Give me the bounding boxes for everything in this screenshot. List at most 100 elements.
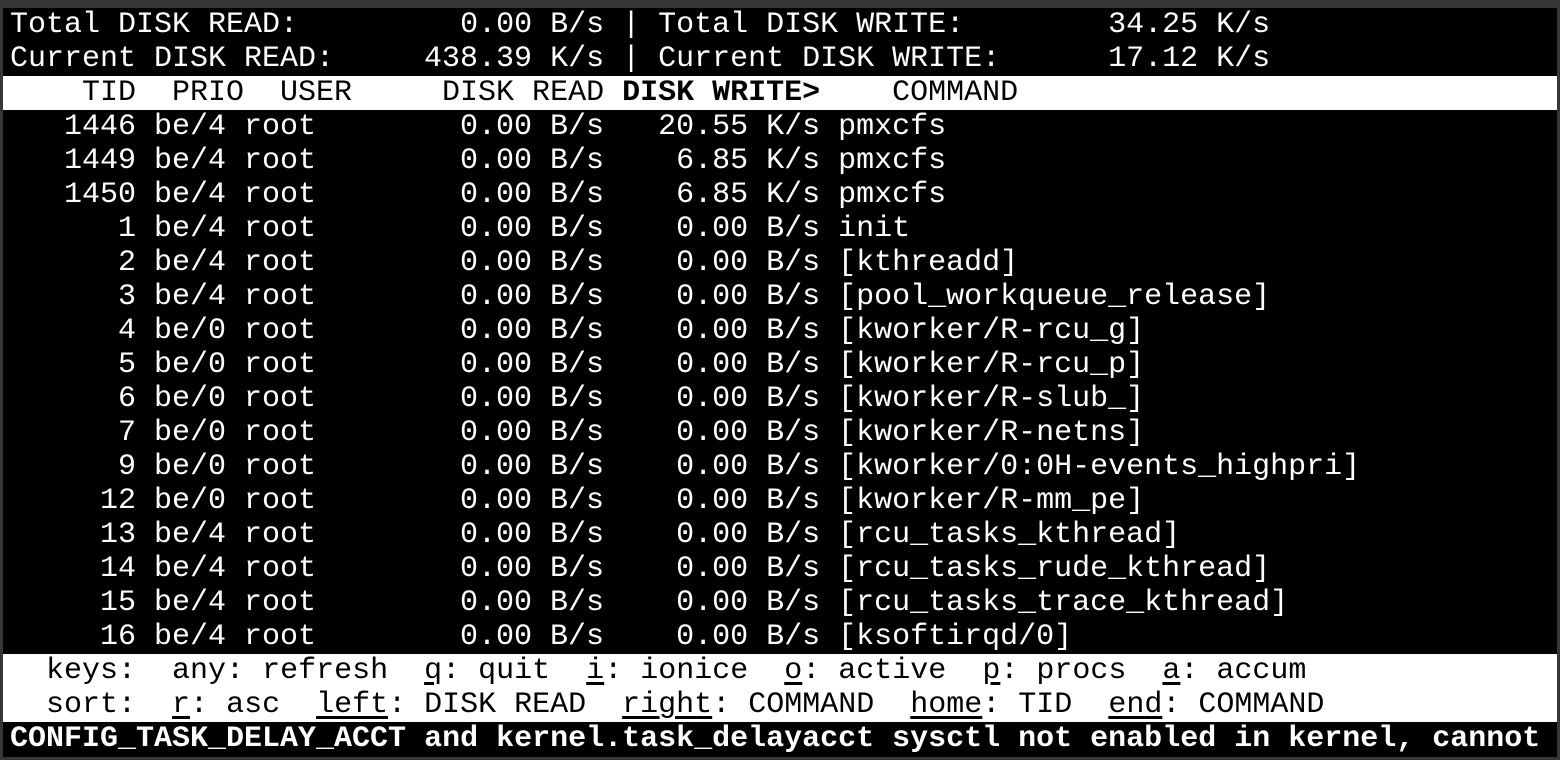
sort-item-right[interactable]: right: COMMAND	[622, 688, 875, 722]
row-disk-read: 0.00 B/s	[460, 212, 605, 246]
row-command: [kworker/R-slub_]	[838, 382, 1145, 416]
row-prio: be/0	[154, 416, 227, 450]
row-command: [rcu_tasks_trace_kthread]	[838, 586, 1289, 620]
col-command[interactable]: COMMAND	[892, 76, 1019, 110]
row-user: root	[244, 484, 317, 518]
row-user: root	[244, 280, 317, 314]
table-row[interactable]: 1449 be/4 root 0.00 B/s 6.85 K/s pmxcfs	[3, 144, 1557, 178]
table-row[interactable]: 6 be/0 root 0.00 B/s 0.00 B/s [kworker/R-slub…	[3, 382, 1557, 416]
row-disk-read: 0.00 B/s	[460, 416, 605, 450]
row-prio: be/4	[154, 586, 227, 620]
row-command: [kworker/0:0H-events_highpri]	[838, 450, 1361, 484]
warning-message: CONFIG_TASK_DELAY_ACCT and kernel.task_d…	[10, 722, 1541, 756]
row-prio: be/0	[154, 484, 227, 518]
table-row[interactable]: 15 be/4 root 0.00 B/s 0.00 B/s [rcu_tasks_tra…	[3, 586, 1557, 620]
table-row[interactable]: 9 be/0 root 0.00 B/s 0.00 B/s [kworker/0:0H-e…	[3, 450, 1557, 484]
table-row[interactable]: 16 be/4 root 0.00 B/s 0.00 B/s [ksoftirqd/0]	[3, 620, 1557, 654]
table-row[interactable]: 14 be/4 root 0.00 B/s 0.00 B/s [rcu_tasks_rud…	[3, 552, 1557, 586]
keys-label: keys:	[46, 654, 137, 688]
col-disk-write-sorted[interactable]: DISK WRITE>	[622, 76, 821, 110]
col-user[interactable]: USER	[280, 76, 353, 110]
row-disk-read: 0.00 B/s	[460, 484, 605, 518]
sort-key[interactable]: home	[910, 688, 983, 722]
table-row[interactable]: 13 be/4 root 0.00 B/s 0.00 B/s [rcu_tasks_kth…	[3, 518, 1557, 552]
sort-action: asc	[226, 688, 281, 722]
total-write-value: 34.25 K/s	[1108, 8, 1271, 42]
sort-item-home[interactable]: home: TID	[910, 688, 1073, 722]
row-command: pmxcfs	[838, 178, 947, 212]
keys-key[interactable]: a	[1162, 654, 1181, 688]
table-row[interactable]: 2 be/4 root 0.00 B/s 0.00 B/s [kthreadd]	[3, 246, 1557, 280]
row-disk-read: 0.00 B/s	[460, 382, 605, 416]
row-user: root	[244, 620, 317, 654]
keys-key[interactable]: any	[172, 654, 227, 688]
keys-action: refresh	[262, 654, 389, 688]
row-user: root	[244, 586, 317, 620]
row-user: root	[244, 246, 317, 280]
row-tid: 4	[118, 314, 137, 348]
iotop-terminal: Total DISK READ: 0.00 B/s | Total DISK WRIT…	[3, 8, 1557, 757]
row-prio: be/0	[154, 314, 227, 348]
row-user: root	[244, 552, 317, 586]
row-tid: 14	[100, 552, 137, 586]
summary-current: Current DISK READ: 438.39 K/s | Current DIS…	[3, 42, 1557, 76]
row-tid: 15	[100, 586, 137, 620]
keys-item-a[interactable]: a: accum	[1162, 654, 1307, 688]
row-command: [rcu_tasks_rude_kthread]	[838, 552, 1271, 586]
col-tid[interactable]: TID	[82, 76, 137, 110]
row-tid: 2	[118, 246, 137, 280]
keys-key[interactable]: i	[586, 654, 605, 688]
keys-key[interactable]: p	[982, 654, 1001, 688]
table-row[interactable]: 12 be/0 root 0.00 B/s 0.00 B/s [kworker/R-mm_…	[3, 484, 1557, 518]
table-row[interactable]: 1450 be/4 root 0.00 B/s 6.85 K/s pmxcfs	[3, 178, 1557, 212]
row-tid: 1446	[64, 110, 137, 144]
summary-total: Total DISK READ: 0.00 B/s | Total DISK WRIT…	[3, 8, 1557, 42]
row-tid: 6	[118, 382, 137, 416]
row-disk-write: 0.00 B/s	[676, 280, 821, 314]
row-command: [rcu_tasks_kthread]	[838, 518, 1181, 552]
row-disk-write: 6.85 K/s	[676, 178, 821, 212]
keys-help: keys: any: refresh q: quit i: ionice o: a…	[3, 654, 1557, 688]
row-tid: 12	[100, 484, 137, 518]
table-row[interactable]: 1 be/4 root 0.00 B/s 0.00 B/s init	[3, 212, 1557, 246]
row-command: [kworker/R-rcu_g]	[838, 314, 1145, 348]
keys-key[interactable]: o	[784, 654, 803, 688]
table-row[interactable]: 4 be/0 root 0.00 B/s 0.00 B/s [kworker/R-rcu_…	[3, 314, 1557, 348]
sort-key[interactable]: end	[1108, 688, 1163, 722]
row-disk-write: 0.00 B/s	[676, 212, 821, 246]
col-disk-read[interactable]: DISK READ	[442, 76, 605, 110]
keys-key[interactable]: q	[424, 654, 443, 688]
col-prio[interactable]: PRIO	[172, 76, 245, 110]
sort-key[interactable]: r	[172, 688, 191, 722]
keys-action: accum	[1216, 654, 1307, 688]
row-prio: be/4	[154, 110, 227, 144]
row-prio: be/4	[154, 552, 227, 586]
row-prio: be/4	[154, 620, 227, 654]
keys-item-i[interactable]: i: ionice	[586, 654, 749, 688]
sort-label: sort:	[46, 688, 137, 722]
table-row[interactable]: 3 be/4 root 0.00 B/s 0.00 B/s [pool_workqueue…	[3, 280, 1557, 314]
current-read-value: 438.39 K/s	[424, 42, 605, 76]
row-command: init	[838, 212, 911, 246]
sort-item-r[interactable]: r: asc	[172, 688, 281, 722]
keys-item-q[interactable]: q: quit	[424, 654, 551, 688]
row-disk-write: 0.00 B/s	[676, 450, 821, 484]
keys-item-p[interactable]: p: procs	[982, 654, 1127, 688]
table-row[interactable]: 1446 be/4 root 0.00 B/s 20.55 K/s pmxcfs	[3, 110, 1557, 144]
sort-action: COMMAND	[1198, 688, 1325, 722]
row-disk-read: 0.00 B/s	[460, 144, 605, 178]
row-disk-read: 0.00 B/s	[460, 348, 605, 382]
keys-item-o[interactable]: o: active	[784, 654, 947, 688]
table-row[interactable]: 5 be/0 root 0.00 B/s 0.00 B/s [kworker/R-rcu_…	[3, 348, 1557, 382]
sort-item-left[interactable]: left: DISK READ	[316, 688, 587, 722]
row-disk-write: 0.00 B/s	[676, 246, 821, 280]
table-row[interactable]: 7 be/0 root 0.00 B/s 0.00 B/s [kworker/R-netn…	[3, 416, 1557, 450]
row-tid: 1450	[64, 178, 137, 212]
sort-key[interactable]: left	[316, 688, 389, 722]
sort-action: TID	[1018, 688, 1073, 722]
keys-item-any[interactable]: any: refresh	[172, 654, 389, 688]
sort-key[interactable]: right	[622, 688, 713, 722]
sort-item-end[interactable]: end: COMMAND	[1108, 688, 1325, 722]
row-user: root	[244, 348, 317, 382]
row-prio: be/4	[154, 518, 227, 552]
